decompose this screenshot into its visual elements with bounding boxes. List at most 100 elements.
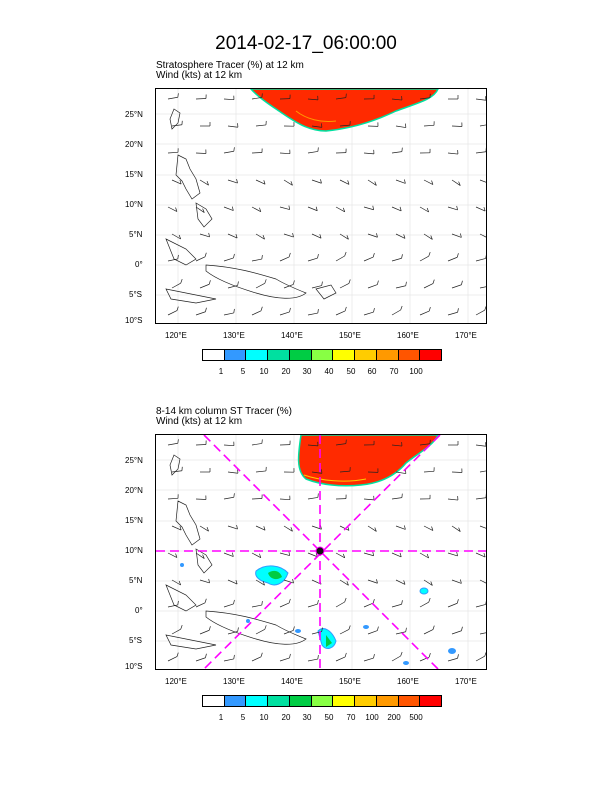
colorbar-swatch — [289, 696, 312, 706]
colorbar-swatch — [224, 696, 247, 706]
wind-barb-flag — [373, 308, 375, 313]
wind-barb-flag — [289, 653, 291, 658]
wind-barb — [395, 233, 406, 239]
wind-barb-flag — [428, 306, 431, 312]
panel1-map — [155, 88, 487, 324]
wind-barb-flag — [405, 281, 407, 286]
wind-barb-flag — [426, 207, 429, 213]
wind-barb — [447, 602, 458, 608]
wind-barb-flag — [321, 627, 323, 632]
panel2-lat-tick: 15°N — [125, 516, 143, 525]
panel2-lon-tick: 170°E — [455, 677, 477, 686]
wind-barb-flag — [231, 552, 234, 557]
wind-barb-flag — [177, 439, 179, 444]
wind-barb-flag — [456, 253, 459, 258]
wind-barb-flag — [259, 207, 262, 212]
panel1-lat-tick: 0° — [135, 260, 143, 269]
wind-barb — [339, 470, 350, 473]
panel2-lon-tick: 120°E — [165, 677, 187, 686]
plot-title: 2014-02-17_06:00:00 — [215, 33, 397, 54]
panel1-lon-tick: 170°E — [455, 331, 477, 340]
wind-barb-flag — [205, 653, 207, 658]
wind-barb-flag — [344, 251, 347, 257]
wind-barb — [307, 497, 318, 500]
wind-barb-flag — [428, 652, 431, 658]
wind-barb-flag — [235, 579, 238, 585]
wind-barb-flag — [400, 305, 403, 311]
wind-barb-flag — [180, 625, 183, 630]
wind-barb — [311, 471, 322, 474]
panel1-colorbar-label: 5 — [240, 367, 246, 376]
panel2-colorbar-label: 200 — [387, 713, 401, 722]
colorbar-swatch — [398, 696, 421, 706]
wind-barb — [167, 206, 178, 212]
wind-barb-flag — [178, 580, 181, 586]
colorbar-swatch — [224, 350, 247, 360]
wind-barb — [447, 152, 458, 155]
wind-barb-flag — [457, 308, 459, 313]
panel1-colorbar-label: 30 — [302, 367, 312, 376]
panel1-lon-tick: 120°E — [165, 331, 187, 340]
wind-barb — [479, 525, 486, 529]
wind-barb-flag — [204, 598, 207, 603]
wind-barb-flag — [431, 180, 434, 185]
panel1-lat-tick: 10°S — [125, 316, 143, 325]
wind-barb-flag — [342, 207, 346, 212]
panel2-lat-tick: 5°N — [129, 576, 143, 585]
colorbar-swatch — [311, 696, 334, 706]
wind-barb-flag — [484, 306, 486, 311]
wind-barb — [423, 283, 434, 289]
panel2-lat-tick: 25°N — [125, 456, 143, 465]
wind-barb-flag — [260, 306, 263, 311]
wind-barb-flag — [263, 180, 266, 185]
wind-barb — [391, 98, 402, 101]
wind-barb-flag — [405, 627, 407, 632]
wind-barb — [223, 444, 235, 447]
wind-barb — [451, 525, 461, 532]
wind-barb — [223, 496, 234, 500]
wind-barb-flag — [344, 306, 347, 312]
wind-barb — [339, 579, 349, 586]
wind-barb — [363, 206, 374, 211]
wind-barb — [391, 655, 401, 662]
wind-barb — [335, 552, 345, 559]
wind-barb — [479, 233, 486, 238]
panel2-lon-tick: 160°E — [397, 677, 419, 686]
wind-barb — [419, 601, 429, 608]
wind-barb-flag — [177, 93, 179, 98]
wind-barb — [391, 603, 402, 608]
wind-barb-flag — [373, 654, 375, 659]
wind-barb — [395, 579, 406, 585]
wind-barb — [307, 257, 318, 262]
wind-barb — [447, 206, 458, 211]
wind-barb — [391, 151, 402, 154]
wind-barb — [279, 256, 290, 262]
wind-barb — [475, 552, 486, 558]
wind-barb — [167, 604, 178, 608]
wind-barb-flag — [204, 252, 207, 257]
wind-barb — [171, 233, 181, 240]
wind-barb — [395, 525, 406, 530]
wind-barb-flag — [430, 581, 433, 586]
wind-barb-flag — [348, 279, 351, 284]
wind-barb-flag — [377, 280, 379, 285]
colorbar-swatch — [355, 696, 377, 706]
wind-barb — [171, 179, 182, 185]
panel1-wind-barbs — [167, 93, 486, 316]
wind-barb — [367, 233, 378, 238]
colorbar-swatch — [289, 350, 312, 360]
wind-barb-flag — [202, 554, 205, 559]
wind-barb — [283, 284, 294, 289]
wind-barb-flag — [205, 307, 207, 312]
wind-barb-flag — [237, 281, 239, 286]
wind-barb — [279, 311, 290, 316]
wind-barb — [195, 657, 206, 662]
wind-barb — [171, 628, 181, 635]
wind-barb — [307, 151, 318, 154]
wind-barb-flag — [290, 527, 293, 532]
wind-barb — [167, 96, 178, 100]
wind-barb-flag — [177, 254, 179, 259]
wind-barb — [395, 471, 406, 474]
panel2-lat-tick: 0° — [135, 606, 143, 615]
wind-barb — [251, 552, 261, 559]
